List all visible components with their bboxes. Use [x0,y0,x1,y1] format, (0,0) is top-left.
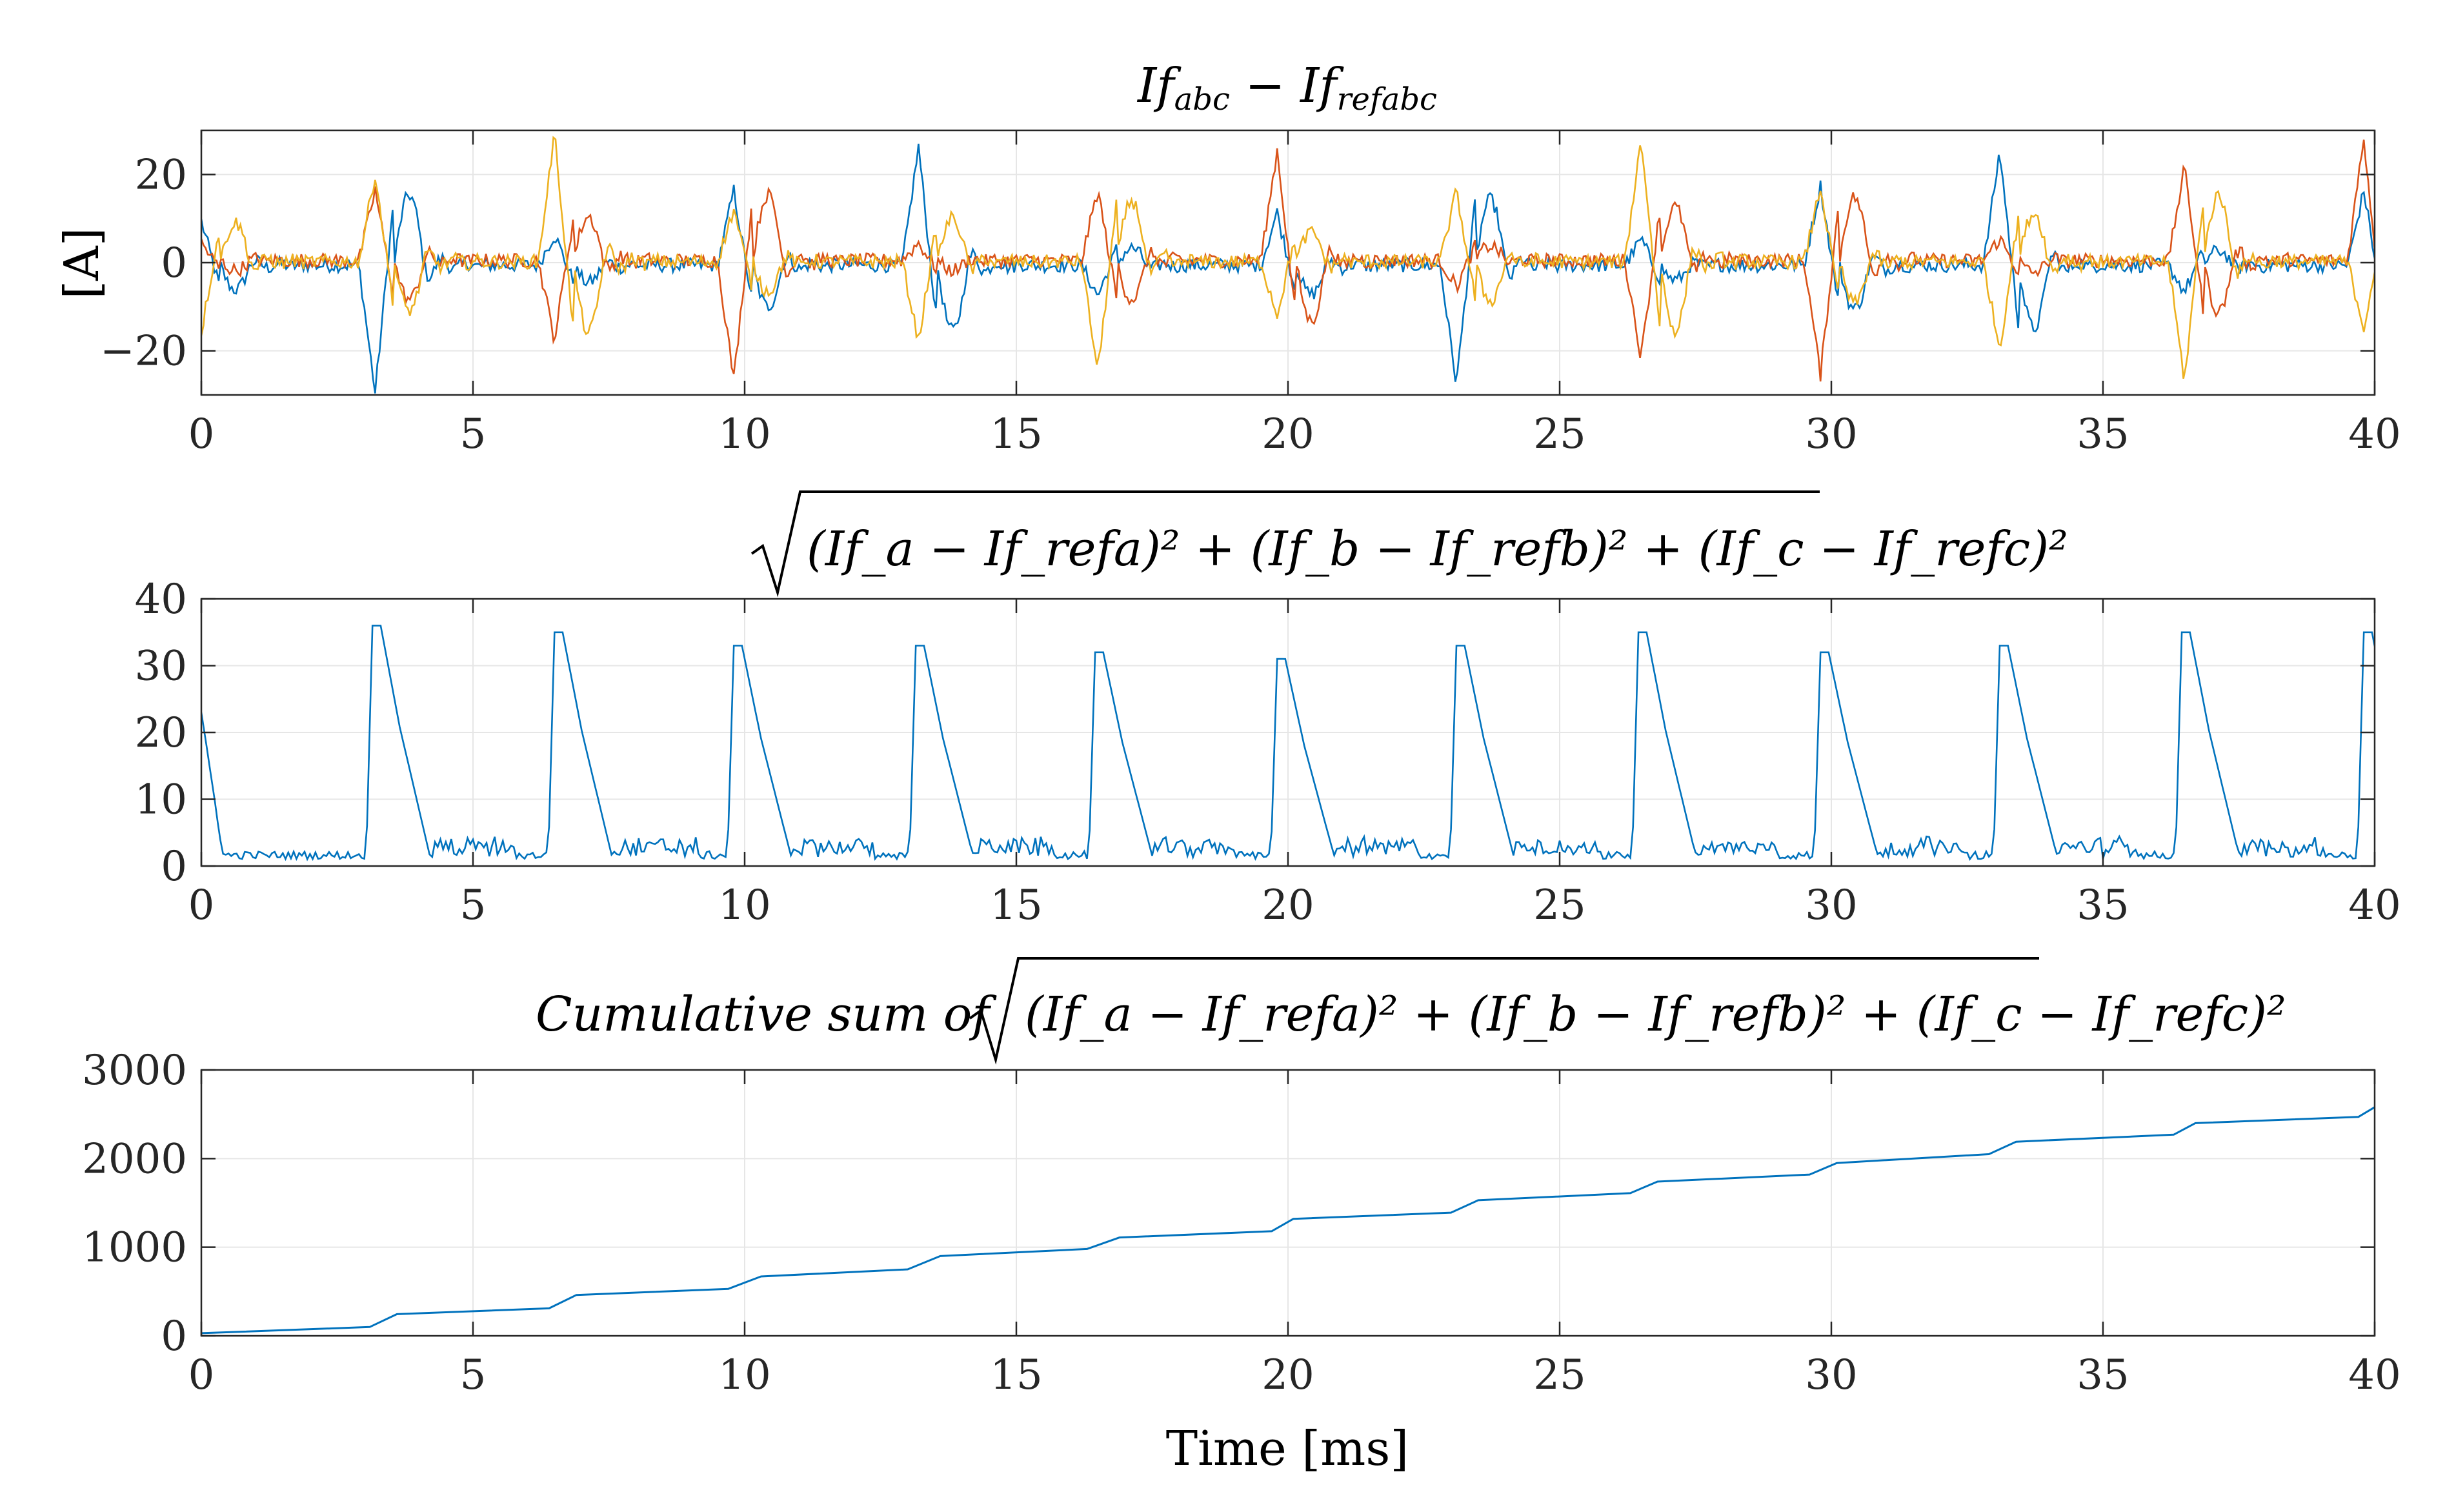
x-tick-label: 15 [990,882,1042,929]
x-tick-label: 30 [1805,410,1857,458]
x-tick-label: 10 [718,410,770,458]
y-tick-label: 20 [135,709,187,757]
x-tick-label: 20 [1262,410,1314,458]
plot3-axes: 0 5 10 15 20 25 30 35 40 3000 2000 1000 0 [82,1047,2401,1399]
plot3-series [201,1106,2375,1335]
x-tick-label: 40 [2348,882,2400,929]
y-tick-label: 20 [135,151,187,199]
plot1-title: Ifabc − Ifrefabc [1136,58,1437,117]
plot3-title: Cumulative sum of (If_a − If_refa)² + (I… [536,957,2286,1065]
x-tick-label: 35 [2077,410,2129,458]
plot3-sqrt-radical [969,957,2039,1065]
x-tick-label: 0 [188,882,215,929]
y-tick-label: −20 [100,328,187,376]
x-tick-label: 10 [718,882,770,929]
x-tick-label: 10 [718,1351,770,1399]
y-tick-label: 3000 [82,1047,187,1094]
y-tick-label: 0 [161,843,187,891]
y-tick-label: 0 [161,239,187,287]
x-tick-label: 20 [1262,1351,1314,1399]
y-tick-label: 0 [161,1313,187,1360]
x-tick-label: 35 [2077,882,2129,929]
y-tick-label: 2000 [82,1135,187,1183]
x-tick-label: 25 [1533,1351,1585,1399]
svg-text:Cumulative sum of: Cumulative sum of [536,987,997,1042]
plot1-ylabel: [A] [54,227,110,299]
x-tick-label: 25 [1533,410,1585,458]
x-tick-label: 40 [2348,410,2400,458]
y-tick-label: 30 [135,643,187,690]
plot3-xlabel: Time [ms] [1166,1421,1409,1477]
x-tick-label: 35 [2077,1351,2129,1399]
y-tick-label: 40 [135,576,187,623]
x-tick-label: 0 [188,410,215,458]
plot2-sqrt-radical [750,490,1820,598]
x-tick-label: 40 [2348,1351,2400,1399]
series-line-phase-c [201,136,2375,379]
plot2-series [201,625,2375,862]
y-tick-label: 1000 [82,1224,187,1272]
plot2-title: (If_a − If_refa)² + (If_b − If_refb)² + … [750,490,2068,598]
series-line-cumulative-error [201,1106,2375,1335]
x-tick-label: 5 [460,410,487,458]
svg-text:(If_a − If_refa)² + (If_b − If: (If_a − If_refa)² + (If_b − If_refb)² + … [807,521,2068,577]
y-tick-label: 10 [135,776,187,824]
svg-text:(If_a − If_refa)² + (If_b − If: (If_a − If_refa)² + (If_b − If_refb)² + … [1025,987,2286,1042]
x-tick-label: 15 [990,410,1042,458]
x-tick-label: 5 [460,882,487,929]
x-tick-label: 20 [1262,882,1314,929]
plot1-series [201,136,2375,394]
x-tick-label: 30 [1805,882,1857,929]
x-tick-label: 30 [1805,1351,1857,1399]
series-line-error-magnitude [201,625,2375,862]
plot2-axes: 0 5 10 15 20 25 30 35 40 40 30 20 10 0 [135,576,2401,929]
x-tick-label: 15 [990,1351,1042,1399]
x-tick-label: 25 [1533,882,1585,929]
x-tick-label: 5 [460,1351,487,1399]
x-tick-label: 0 [188,1351,215,1399]
